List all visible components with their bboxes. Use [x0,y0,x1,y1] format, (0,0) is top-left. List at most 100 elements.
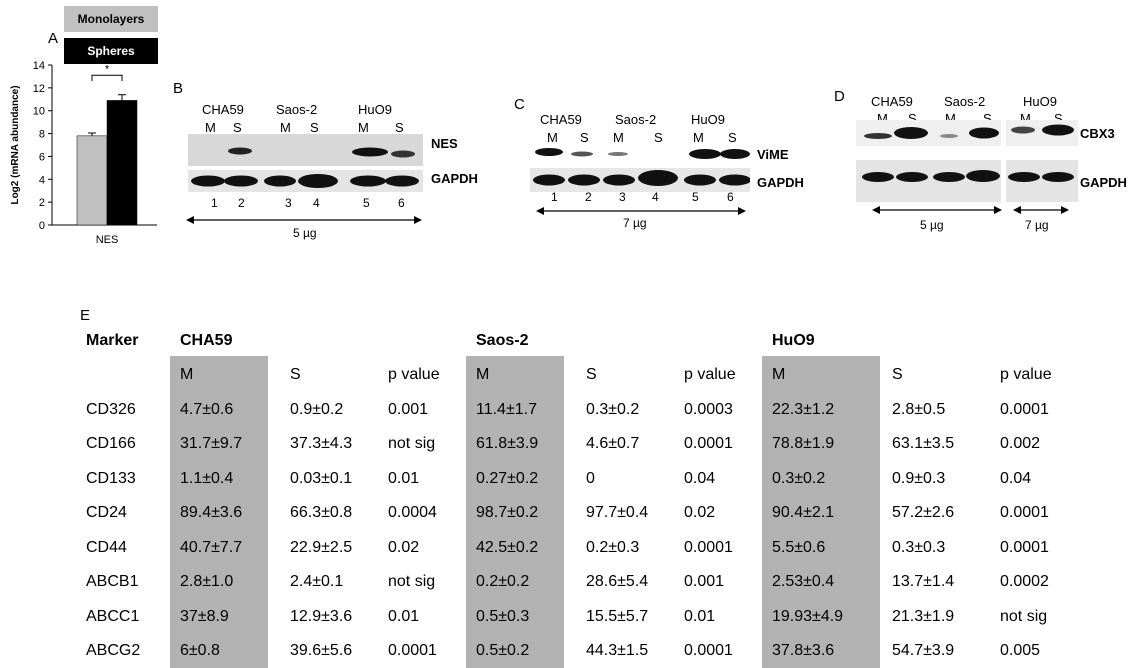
table-cell: 40.7±7.7 [180,538,243,556]
lane-number: 6 [398,196,405,210]
sub-header: p value [684,366,736,383]
band [571,151,593,157]
lane-label: M [547,130,558,145]
cell-line-label: HuO9 [358,102,392,117]
table-cell: 42.5±0.2 [476,538,539,556]
legend-monolayers-label: Monolayers [77,12,145,26]
group-header: HuO9 [772,332,815,349]
y-tick-label: 6 [39,151,45,163]
protein-label: ViME [757,147,789,162]
cell-line-label: CHA59 [871,94,913,109]
band [638,170,678,186]
group-header: CHA59 [180,332,233,349]
lane-label: M [1020,111,1031,126]
sub-header: S [892,366,903,383]
bar [76,135,108,226]
table-cell: 2.8±1.0 [180,573,234,590]
table-cell: 0.3±0.3 [892,538,946,556]
table-cell: 13.7±1.4 [892,573,955,590]
lane-label: S [233,120,242,135]
lane-label: S [728,130,737,145]
table-cell: 15.5±5.7 [586,607,649,625]
table-cell: 0.0003 [684,400,733,418]
band [568,174,600,186]
legend-spheres-label: Spheres [87,44,135,58]
band [224,175,258,187]
lane-label: S [654,130,663,145]
band [191,175,225,187]
x-tick-label: NES [96,234,119,246]
cell-line-label: Saos-2 [944,94,986,109]
table-cell: 89.4±3.6 [180,504,243,521]
table-cell: 0.0001 [1000,538,1049,556]
lane-number: 1 [211,196,218,210]
western-blot-c [530,148,750,192]
band [608,152,628,156]
y-tick-label: 8 [39,129,45,141]
panel-c-letter: C [514,96,525,113]
y-tick-label: 0 [39,220,45,232]
cell-line-label: CHA59 [540,112,582,127]
loading-amount: 7 µg [1025,218,1049,232]
table-cell: 37.3±4.3 [290,435,353,452]
band [684,174,716,186]
table-cell: 0.9±0.2 [290,400,344,418]
panel-b-letter: B [173,80,184,97]
y-tick-label: 12 [33,83,45,95]
shaded-column [170,356,268,668]
table-cell: 0.3±0.2 [772,469,826,487]
table-cell: 2.8±0.5 [892,400,946,418]
loading-amount: 5 µg [920,218,944,232]
band [1008,172,1040,182]
table-cell: 0.01 [684,607,716,625]
table-cell: 0.0001 [684,538,733,556]
table-cell: 0.02 [684,504,716,521]
table-cell: not sig [388,435,436,452]
table-cell: 0 [586,469,595,487]
marker-name: CD133 [86,469,136,487]
table-cell: 0.0001 [1000,400,1049,418]
table-cell: 0.0001 [388,642,437,659]
band [894,127,928,139]
table-cell: 0.0004 [388,504,437,521]
lane-label: M [877,111,888,126]
cell-line-label: CHA59 [202,102,244,117]
table-cell: 0.9±0.3 [892,469,946,487]
lane-label: S [580,130,589,145]
span-arrow [186,216,422,224]
table-cell: 4.6±0.7 [586,435,640,452]
table-cell: 57.2±2.6 [892,504,955,521]
sub-header: S [586,366,597,383]
marker-name: ABCC1 [86,607,140,625]
table-cell: 0.01 [388,469,420,487]
table-cell: 1.1±0.4 [180,469,234,487]
table-cell: 4.7±0.6 [180,400,234,418]
lane-number: 6 [727,190,734,204]
y-tick-label: 14 [33,60,45,72]
table-cell: not sig [1000,607,1048,625]
protein-label: GAPDH [757,175,804,190]
marker-name: CD166 [86,435,136,452]
sub-header: S [290,366,301,383]
lane-label: M [205,120,216,135]
band [352,147,388,157]
span-arrow [872,206,1002,214]
band [940,134,958,138]
table-cell: 0.5±0.2 [476,642,530,659]
table-cell: 22.9±2.5 [290,538,353,556]
band [720,149,750,159]
table-cell: 54.7±3.9 [892,642,955,659]
table-cell: 39.6±5.6 [290,642,353,659]
protein-label: NES [431,136,458,151]
group-header: Saos-2 [476,332,529,349]
lane-label: M [613,130,624,145]
cell-line-label: HuO9 [1023,94,1057,109]
sub-header: p value [1000,366,1052,383]
marker-name: CD44 [86,538,127,556]
lane-label: S [983,111,992,126]
significance-bracket [91,74,123,81]
table-cell: 0.03±0.1 [290,469,353,487]
band [933,172,965,182]
band [391,150,415,158]
